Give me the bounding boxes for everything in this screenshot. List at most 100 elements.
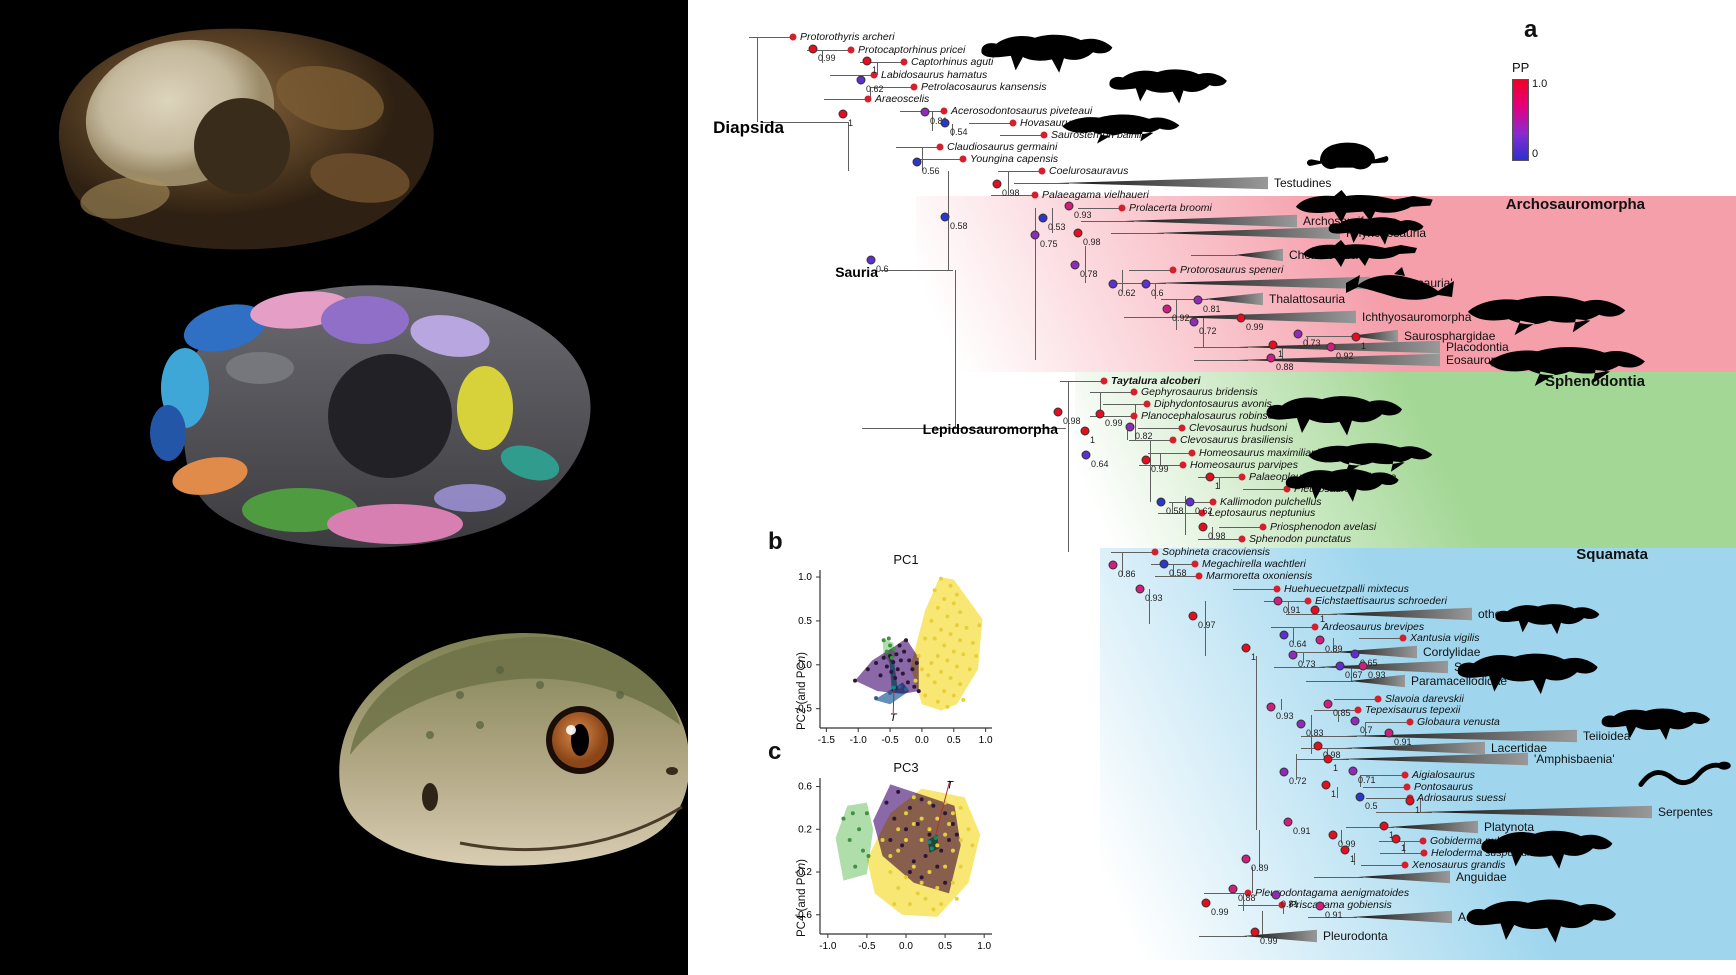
taxon-label: Marmoretta oxoniensis bbox=[1206, 570, 1313, 582]
taxon-label: Protorothyris archeri bbox=[800, 31, 895, 43]
node-pp-value: 0.99 bbox=[1151, 464, 1169, 474]
node-support-dot bbox=[1405, 796, 1415, 806]
colorbar-min-label: 0 bbox=[1532, 148, 1539, 160]
branch-line bbox=[1363, 787, 1404, 789]
node-pp-value: 1 bbox=[1090, 435, 1096, 445]
data-point bbox=[948, 675, 953, 680]
data-point bbox=[904, 827, 908, 832]
taxon-tip-dot bbox=[1198, 509, 1206, 517]
data-point bbox=[939, 902, 944, 907]
node-pp-value: 1 bbox=[872, 65, 878, 75]
data-point bbox=[958, 610, 963, 615]
data-point bbox=[967, 667, 972, 672]
node-support-dot bbox=[1315, 901, 1325, 911]
data-point bbox=[884, 649, 889, 654]
taxon-label: Diphydontosaurus avonis bbox=[1154, 398, 1272, 410]
node-pp-value: 1 bbox=[1251, 652, 1257, 662]
taxon-tip-dot bbox=[1130, 388, 1138, 396]
data-point bbox=[943, 832, 948, 837]
node-support-dot bbox=[1241, 854, 1251, 864]
branch-line bbox=[1351, 667, 1353, 681]
branch-line bbox=[1191, 255, 1238, 257]
branch-line bbox=[896, 147, 937, 149]
data-point bbox=[945, 704, 950, 709]
taxon-label: Homeosaurus parvipes bbox=[1190, 459, 1298, 471]
data-point bbox=[947, 821, 951, 826]
node-support-dot bbox=[856, 75, 866, 85]
node-pp-value: 1 bbox=[1361, 341, 1367, 351]
branch-line bbox=[1311, 715, 1313, 754]
node-pp-value: 0.93 bbox=[1145, 593, 1163, 603]
clade-band-title: Archosauromorpha bbox=[1505, 196, 1645, 213]
node-support-dot bbox=[1189, 317, 1199, 327]
data-point bbox=[942, 596, 947, 601]
branch-line bbox=[1314, 710, 1355, 712]
taxon-label: Protorosaurus speneri bbox=[1180, 264, 1284, 276]
hull-sphenodontia bbox=[835, 802, 874, 881]
data-point bbox=[911, 795, 916, 800]
tree-label-sauria: Sauria bbox=[835, 264, 878, 280]
taxon-tip-dot bbox=[1273, 585, 1281, 593]
node-support-dot bbox=[1266, 353, 1276, 363]
taxon-tip-dot bbox=[1419, 837, 1427, 845]
node-pp-value: 0.62 bbox=[866, 84, 884, 94]
svg-text:0.0: 0.0 bbox=[899, 941, 913, 952]
data-point bbox=[935, 699, 940, 704]
branch-line bbox=[1203, 317, 1205, 347]
branch-line bbox=[1185, 496, 1187, 535]
branch-line bbox=[1380, 853, 1421, 855]
branch-line bbox=[932, 111, 934, 131]
node-support-dot bbox=[1350, 716, 1360, 726]
silhouette-sphenodon-icon bbox=[1285, 468, 1399, 502]
branch-line bbox=[1219, 477, 1221, 489]
node-support-dot bbox=[1323, 754, 1333, 764]
node-support-dot bbox=[1296, 719, 1306, 729]
branch-line bbox=[1366, 798, 1407, 800]
node-support-dot bbox=[1125, 422, 1135, 432]
node-support-dot bbox=[1273, 596, 1283, 606]
node-pp-value: 0.89 bbox=[1251, 863, 1269, 873]
data-point bbox=[894, 652, 899, 657]
branch-line bbox=[1233, 589, 1274, 591]
taxon-tip-dot bbox=[1304, 597, 1312, 605]
data-point bbox=[892, 902, 897, 907]
branch-line bbox=[1124, 317, 1178, 319]
node-support-dot bbox=[1081, 450, 1091, 460]
node-support-dot bbox=[1108, 279, 1118, 289]
node-pp-value: 0.92 bbox=[1172, 313, 1190, 323]
branch-line bbox=[1327, 748, 1329, 759]
node-support-dot bbox=[808, 44, 818, 54]
data-point bbox=[929, 618, 934, 623]
node-pp-value: 0.58 bbox=[950, 221, 968, 231]
branch-line bbox=[991, 195, 1032, 197]
node-pp-value: 0.93 bbox=[1074, 210, 1092, 220]
data-point bbox=[888, 643, 893, 648]
specimen-panel bbox=[0, 0, 690, 975]
node-pp-value: 0.99 bbox=[1260, 936, 1278, 946]
data-point bbox=[935, 654, 940, 659]
branch-line bbox=[1176, 299, 1178, 330]
data-point bbox=[900, 671, 905, 676]
data-point bbox=[977, 623, 982, 628]
taxon-label: Xenosaurus grandis bbox=[1412, 859, 1506, 871]
data-point bbox=[915, 891, 920, 896]
node-pp-value: 0.81 bbox=[930, 116, 948, 126]
branch-line bbox=[1291, 652, 1340, 654]
data-point bbox=[932, 588, 937, 593]
node-pp-value: 0.6 bbox=[876, 264, 889, 274]
branch-line bbox=[1014, 183, 1069, 185]
data-point bbox=[911, 859, 916, 864]
taxon-label: Adriosaurus suessi bbox=[1417, 792, 1506, 804]
taxon-tip-dot bbox=[910, 83, 918, 91]
node-pp-value: 0.62 bbox=[1118, 288, 1136, 298]
data-point bbox=[915, 821, 920, 826]
branch-line bbox=[1151, 564, 1192, 566]
taxon-label: Araeoscelis bbox=[875, 93, 930, 105]
node-pp-value: 0.6 bbox=[1151, 288, 1164, 298]
taxon-tip-dot bbox=[1118, 204, 1126, 212]
taxon-label: Gephyrosaurus bridensis bbox=[1141, 386, 1258, 398]
branch-line bbox=[1296, 759, 1350, 761]
branch-line bbox=[1360, 775, 1362, 787]
svg-text:0.0: 0.0 bbox=[798, 660, 812, 671]
data-point bbox=[914, 661, 919, 666]
